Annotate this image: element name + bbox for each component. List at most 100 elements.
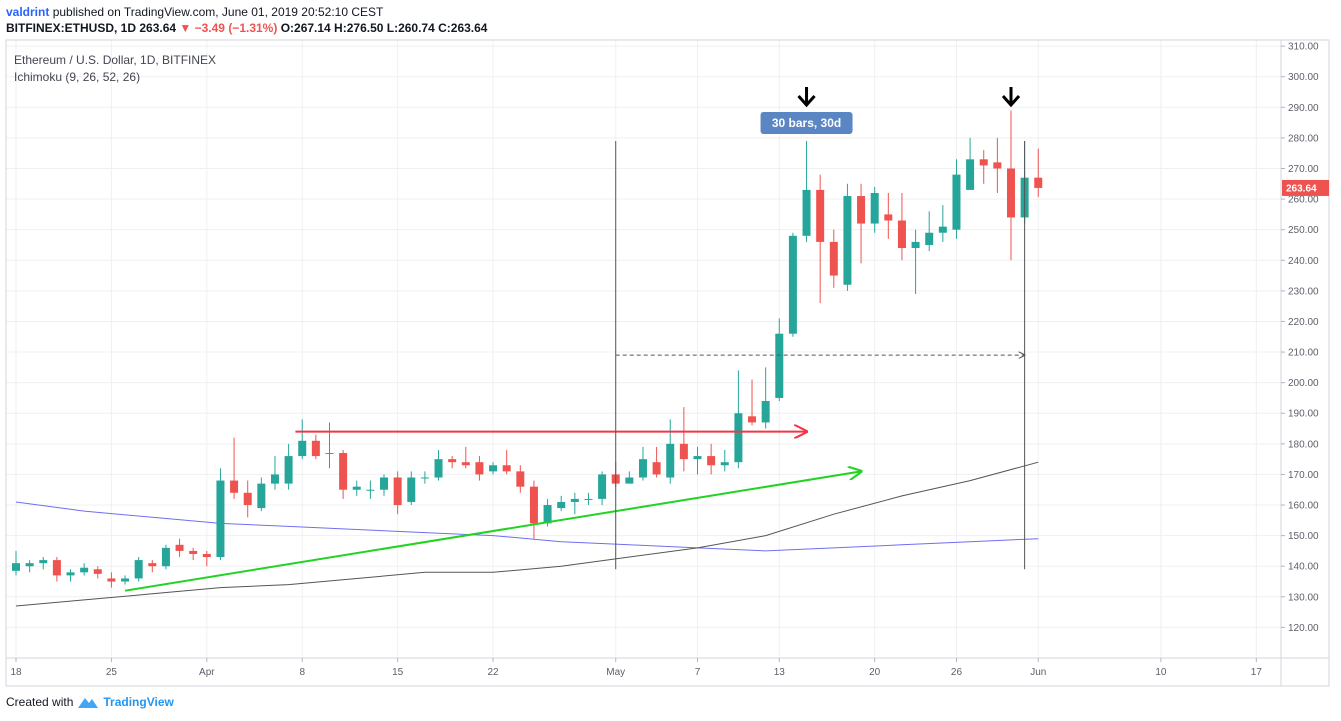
candle-body — [516, 471, 525, 487]
y-tick-label: 260.00 — [1288, 195, 1319, 206]
candle-body — [489, 465, 498, 472]
candle-body — [311, 440, 320, 457]
y-tick-label: 140.00 — [1288, 562, 1319, 573]
candle — [121, 575, 130, 585]
candle — [857, 183, 866, 264]
candle — [584, 492, 593, 506]
candle — [1034, 148, 1043, 197]
candle-body — [393, 477, 402, 506]
x-tick-label: Apr — [199, 667, 215, 678]
candle — [1006, 110, 1015, 261]
plot-frame — [5, 39, 1330, 687]
y-tick-label: 210.00 — [1288, 348, 1319, 359]
candle — [298, 419, 307, 460]
author-name[interactable]: valdrint — [6, 5, 50, 19]
candle — [489, 462, 498, 475]
candle — [461, 446, 470, 469]
candle-body — [829, 241, 838, 276]
candle — [761, 367, 770, 429]
candle — [339, 449, 348, 499]
candle — [666, 419, 675, 484]
candle-body — [12, 563, 20, 571]
candle-body — [598, 474, 607, 499]
y-tick-label: 200.00 — [1288, 378, 1319, 389]
indicator-label[interactable]: Ichimoku (9, 26, 52, 26) — [14, 70, 141, 84]
candle — [693, 446, 702, 475]
candle — [802, 140, 811, 242]
candle — [516, 465, 525, 493]
candle — [284, 443, 293, 490]
candle-body — [107, 578, 116, 582]
candle-body — [707, 456, 716, 466]
y-tick-label: 160.00 — [1288, 501, 1319, 512]
down-arrow-icon — [797, 87, 816, 108]
candle-body — [666, 443, 675, 478]
symbol-label: BITFINEX:ETHUSD, 1D — [6, 21, 137, 35]
last-price-tag-label: 263.64 — [1286, 183, 1317, 194]
candle — [189, 547, 198, 561]
candle-body — [911, 241, 920, 249]
candle-body — [216, 480, 225, 558]
y-tick-label: 170.00 — [1288, 470, 1319, 481]
candle-body — [802, 189, 811, 236]
candle-body — [298, 440, 307, 457]
candle-body — [25, 563, 34, 567]
candle-body — [325, 453, 334, 455]
candle — [216, 468, 225, 561]
candle — [202, 550, 211, 567]
candle — [748, 379, 757, 426]
candle — [257, 477, 266, 512]
candle-body — [857, 196, 866, 224]
x-tick-label: 22 — [487, 667, 499, 678]
y-tick-label: 120.00 — [1288, 623, 1319, 634]
down-arrow-icon — [1001, 87, 1021, 108]
candle — [243, 480, 252, 518]
tradingview-brand[interactable]: TradingView — [103, 695, 174, 709]
candle — [979, 150, 988, 184]
candle-body — [693, 456, 702, 460]
y-tick-label: 280.00 — [1288, 133, 1319, 144]
symbol-line: BITFINEX:ETHUSD, 1D 263.64 ▼ −3.49 (−1.3… — [6, 20, 487, 36]
chart-header: valdrint published on TradingView.com, J… — [6, 4, 487, 36]
candle — [325, 422, 334, 469]
candle — [475, 456, 484, 481]
candle — [393, 471, 402, 515]
x-tick-label: Jun — [1030, 667, 1046, 678]
candle — [952, 159, 961, 239]
candle — [775, 318, 784, 402]
candle-body — [230, 480, 239, 493]
x-tick-label: 25 — [106, 667, 118, 678]
candle-body — [720, 462, 729, 466]
candle-body — [352, 486, 361, 490]
created-with-text: Created with — [6, 695, 74, 709]
candle-body — [502, 465, 511, 472]
candle-body — [52, 560, 61, 576]
y-tick-label: 250.00 — [1288, 225, 1319, 236]
y-tick-label: 220.00 — [1288, 317, 1319, 328]
candle — [134, 557, 143, 582]
candle — [352, 480, 361, 496]
candle-body — [1006, 168, 1015, 218]
footer: Created with TradingView — [6, 695, 174, 709]
candle — [884, 192, 893, 239]
candle-body — [952, 174, 961, 230]
candle — [925, 211, 934, 252]
candle-body — [529, 486, 538, 524]
range-badge — [760, 112, 853, 134]
candle — [12, 550, 20, 576]
tradingview-logo-icon — [78, 698, 99, 708]
candle — [107, 572, 116, 588]
candle-body — [284, 456, 293, 484]
candle-body — [175, 544, 184, 551]
candle — [707, 443, 716, 475]
candle — [448, 456, 457, 469]
candle — [66, 569, 75, 582]
candle-body — [993, 162, 1002, 169]
candle-body — [748, 416, 757, 423]
candle-body — [652, 462, 661, 475]
candle — [993, 137, 1002, 193]
candle-body — [734, 413, 743, 463]
candle — [829, 229, 838, 288]
candle — [625, 471, 634, 484]
